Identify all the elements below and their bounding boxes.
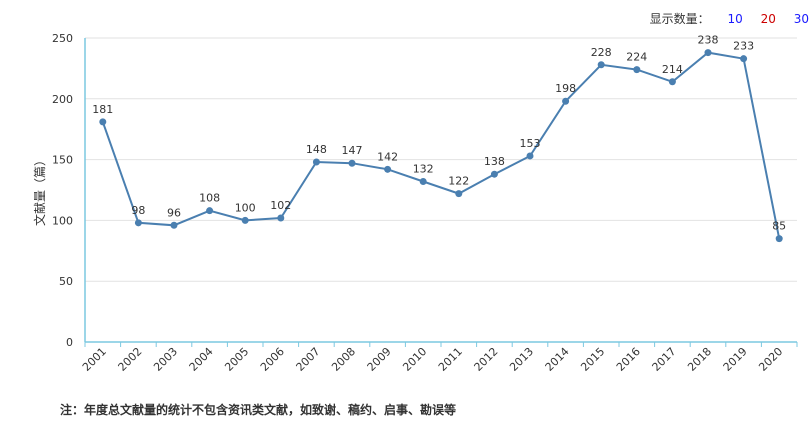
data-label: 122 <box>448 175 469 188</box>
x-tick-label: 2001 <box>80 345 109 374</box>
y-tick-label: 50 <box>59 275 73 288</box>
data-point[interactable] <box>206 207 214 215</box>
data-point[interactable] <box>455 190 463 198</box>
x-tick-label: 2018 <box>685 345 714 374</box>
data-label: 228 <box>591 46 612 59</box>
x-tick-label: 2014 <box>543 345 572 374</box>
y-tick-label: 150 <box>52 154 73 167</box>
data-label: 98 <box>131 204 145 217</box>
data-label: 85 <box>772 220 786 233</box>
data-point[interactable] <box>704 49 712 57</box>
data-label: 233 <box>733 40 754 53</box>
x-tick-label: 2004 <box>187 345 216 374</box>
data-point[interactable] <box>740 55 748 63</box>
x-axis-ticks: 2001 2002 2003 2004 2005 2006 2007 2008 2009 2010… <box>80 345 785 374</box>
data-label: 214 <box>662 63 683 76</box>
data-point[interactable] <box>348 159 356 167</box>
x-tick-label: 2012 <box>472 345 501 374</box>
data-point[interactable] <box>419 177 427 185</box>
x-tick-label: 2003 <box>151 345 180 374</box>
x-tick-label: 2016 <box>614 345 643 374</box>
display-count-option-20[interactable]: 20 <box>760 12 776 26</box>
footnote: 注：年度总文献量的统计不包含资讯类文献，如致谢、稿约、启事、勘误等 <box>60 403 457 417</box>
y-tick-label: 250 <box>52 32 73 45</box>
data-label: 108 <box>199 192 220 205</box>
data-label: 138 <box>484 155 505 168</box>
display-count-label: 显示数量： <box>649 12 710 26</box>
data-label: 102 <box>270 199 291 212</box>
y-axis-ticks: 0 50 100 150 200 250 <box>52 32 73 349</box>
data-point[interactable] <box>241 216 249 224</box>
data-label: 224 <box>626 51 647 64</box>
display-count-selector: 显示数量： 10 20 30 <box>650 10 809 27</box>
y-tick-label: 0 <box>66 336 73 349</box>
data-label: 142 <box>377 150 398 163</box>
axes <box>84 38 798 347</box>
x-tick-label: 2020 <box>756 345 785 374</box>
data-point[interactable] <box>490 170 498 178</box>
data-label: 132 <box>413 162 434 175</box>
data-label: 181 <box>92 103 113 116</box>
display-count-option-10[interactable]: 10 <box>727 12 743 26</box>
y-tick-label: 100 <box>52 214 73 227</box>
data-point[interactable] <box>277 214 285 222</box>
data-labels: 181 98 96 108 100 102 148 147 142 132 122 138 153 198… <box>92 34 786 233</box>
data-label: 238 <box>698 34 719 47</box>
x-tick-label: 2010 <box>400 345 429 374</box>
line-chart: 0 50 100 150 200 250 2001 2002 2003 2004 2005 2006… <box>32 32 798 374</box>
data-point[interactable] <box>312 158 320 166</box>
data-point[interactable] <box>526 152 534 160</box>
data-label: 198 <box>555 82 576 95</box>
series <box>99 49 783 243</box>
data-label: 96 <box>167 206 181 219</box>
x-tick-label: 2009 <box>365 345 394 374</box>
data-point[interactable] <box>99 118 107 126</box>
x-tick-label: 2006 <box>258 345 287 374</box>
x-tick-label: 2005 <box>222 345 251 374</box>
x-tick-label: 2008 <box>329 345 358 374</box>
y-tick-label: 200 <box>52 93 73 106</box>
x-tick-label: 2002 <box>116 345 145 374</box>
data-label: 148 <box>306 143 327 156</box>
data-point[interactable] <box>597 61 605 69</box>
x-tick-label: 2015 <box>578 345 607 374</box>
data-point[interactable] <box>633 66 641 74</box>
series-line <box>101 51 781 239</box>
x-tick-label: 2017 <box>650 345 679 374</box>
x-tick-label: 2019 <box>721 345 750 374</box>
display-count-option-30[interactable]: 30 <box>793 12 809 26</box>
grid-lines <box>85 37 797 282</box>
data-point[interactable] <box>775 235 783 243</box>
data-point[interactable] <box>562 97 570 105</box>
data-label: 147 <box>342 144 363 157</box>
data-point[interactable] <box>668 78 676 86</box>
data-point[interactable] <box>170 221 178 229</box>
x-tick-label: 2011 <box>436 345 465 374</box>
data-point[interactable] <box>384 165 392 173</box>
y-axis-label: 文献量（篇） <box>32 154 47 226</box>
data-label: 100 <box>235 201 256 214</box>
data-label: 153 <box>520 137 541 150</box>
x-tick-label: 2013 <box>507 345 536 374</box>
data-point[interactable] <box>134 219 142 227</box>
x-tick-label: 2007 <box>294 345 323 374</box>
